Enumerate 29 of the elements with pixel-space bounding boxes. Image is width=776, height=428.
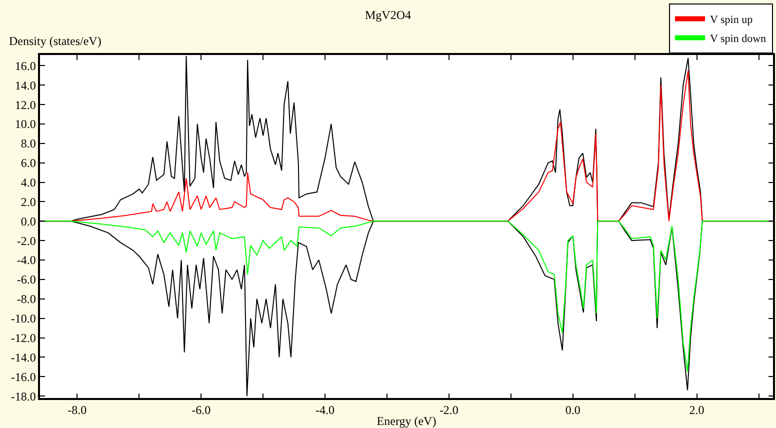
y-tick-label: -10.0	[10, 312, 36, 326]
y-tick-label: 2.0	[20, 194, 36, 209]
x-tick-label: -2.0	[439, 403, 458, 418]
y-tick-label: -14.0	[10, 350, 36, 364]
x-tick-label: 0.0	[565, 403, 580, 418]
y-axis-title: Density (states/eV)	[9, 34, 102, 48]
y-tick-label: -4.0	[16, 253, 36, 268]
y-tick-label: 4.0	[20, 175, 36, 190]
y-tick-label: -18.0	[10, 389, 36, 404]
y-tick-label: 12.0	[14, 98, 36, 112]
chart-title: MgV2O4	[364, 8, 412, 22]
y-tick-label: 6.0	[20, 156, 36, 170]
x-axis-title: Energy (eV)	[376, 414, 436, 428]
y-tick-label: -2.0	[16, 234, 36, 248]
y-tick-label: 0.0	[20, 214, 36, 228]
y-tick-label: -8.0	[16, 292, 36, 306]
legend-label: V spin up	[710, 14, 754, 26]
x-tick-label: 2.0	[689, 403, 704, 418]
y-tick-label: 16.0	[14, 58, 36, 73]
y-tick-label: -6.0	[16, 272, 36, 287]
y-tick-label: 10.0	[14, 117, 36, 132]
x-tick-label: -8.0	[68, 403, 87, 418]
y-tick-label: 8.0	[20, 136, 36, 151]
legend-label: V spin down	[710, 33, 767, 46]
x-tick-label: -4.0	[316, 403, 335, 418]
y-tick-label: 14.0	[14, 78, 36, 92]
y-tick-label: -12.0	[10, 330, 36, 345]
y-tick-label: -16.0	[10, 370, 36, 384]
x-tick-label: -6.0	[192, 403, 211, 418]
